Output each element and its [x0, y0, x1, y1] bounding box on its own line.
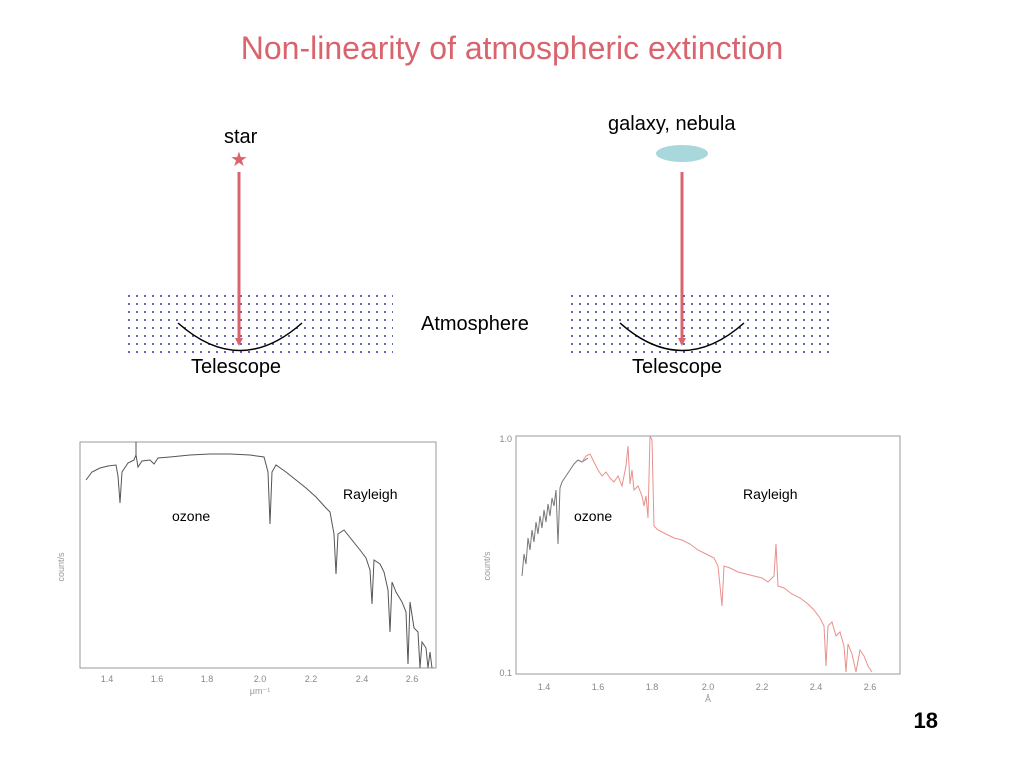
- xtick-label: 1.4: [538, 682, 551, 692]
- ylabel-left: count/s: [56, 552, 66, 582]
- star-icon: ★: [230, 149, 248, 171]
- atmosphere-layer-right: [568, 292, 832, 358]
- galaxy-nebula-label: galaxy, nebula: [608, 113, 736, 135]
- spectrum-plot-left: count/s ozone Rayleigh 1.4 1.6 1.8 2.0 2…: [56, 441, 437, 696]
- ozone-label-left: ozone: [172, 508, 210, 524]
- spectrum-line-right-gray: [521, 457, 589, 577]
- ylabel-right: count/s: [482, 551, 492, 581]
- telescope-label-left: Telescope: [191, 356, 282, 378]
- rayleigh-label-right: Rayleigh: [743, 486, 797, 502]
- xtick-label: 1.6: [592, 682, 605, 692]
- xtick-label: 2.0: [702, 682, 715, 692]
- telescope-mirror-right: [619, 322, 745, 352]
- xaxis-right: 1.4 1.6 1.8 2.0 2.2 2.4 2.6: [538, 682, 877, 692]
- xtick-label: 1.8: [646, 682, 659, 692]
- spectrum-line-right-red: [581, 435, 873, 673]
- xtick-label: 2.0: [254, 674, 267, 684]
- xtick-label: 2.4: [810, 682, 823, 692]
- telescope-mirror-left: [177, 322, 303, 352]
- nebula-ellipse-icon: [656, 145, 708, 162]
- ozone-label-right: ozone: [574, 508, 612, 524]
- xtick-label: 2.6: [406, 674, 419, 684]
- xtick-label: 1.8: [201, 674, 214, 684]
- xtick-label: 2.2: [305, 674, 318, 684]
- rayleigh-label-left: Rayleigh: [343, 486, 397, 502]
- slide-title: Non-linearity of atmospheric extinction: [240, 30, 784, 66]
- xaxis-left: 1.4 1.6 1.8 2.0 2.2 2.4 2.6: [101, 674, 419, 684]
- atmosphere-layer-left: [125, 292, 393, 358]
- atmosphere-label: Atmosphere: [421, 313, 529, 335]
- xtick-label: 2.6: [864, 682, 877, 692]
- xlabel-left: μm⁻¹: [250, 686, 270, 696]
- ytick-label: 1.0: [499, 434, 512, 444]
- star-label: star: [224, 126, 258, 148]
- spectrum-plot-right: 1.0 0.1 count/s ozone Rayleigh 1.4 1.6 1…: [482, 434, 901, 704]
- telescope-label-right: Telescope: [632, 356, 723, 378]
- xtick-label: 1.6: [151, 674, 164, 684]
- page-number: 18: [913, 708, 938, 733]
- xlabel-right: Å: [705, 694, 711, 704]
- ytick-label: 0.1: [499, 668, 512, 678]
- xtick-label: 2.4: [356, 674, 369, 684]
- xtick-label: 1.4: [101, 674, 114, 684]
- xtick-label: 2.2: [756, 682, 769, 692]
